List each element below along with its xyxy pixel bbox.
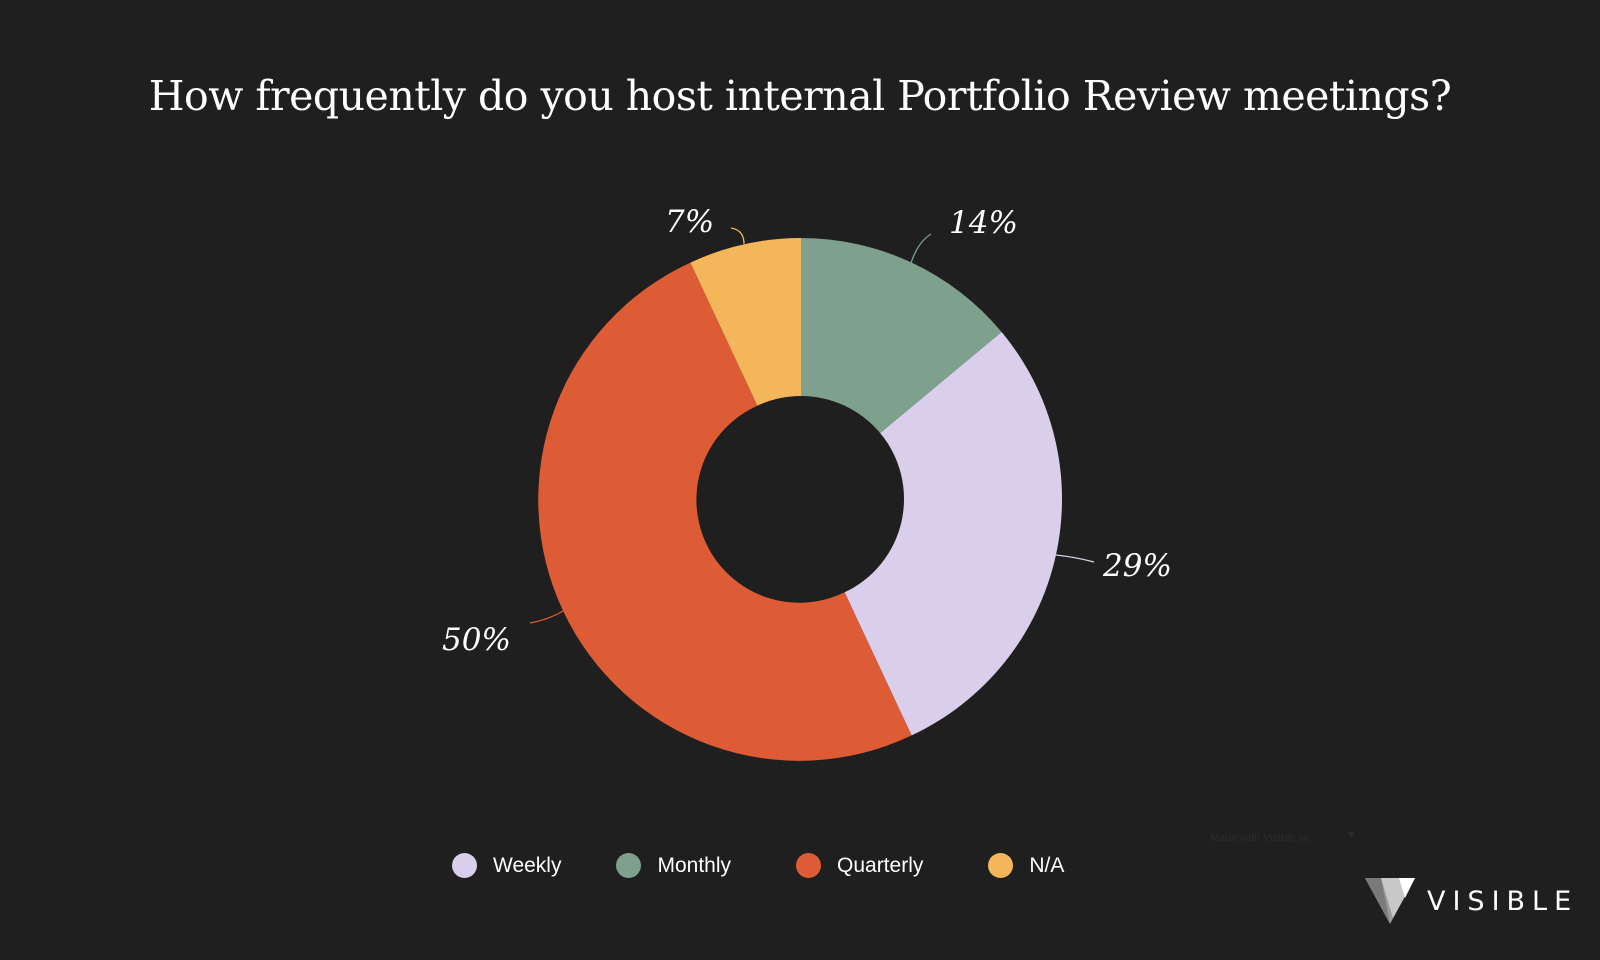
- caret-down-icon[interactable]: ▼: [1346, 830, 1356, 841]
- slice-weekly[interactable]: [844, 332, 1063, 736]
- chart-title: How frequently do you host internal Port…: [148, 72, 1452, 120]
- slice-monthly[interactable]: [801, 238, 1002, 434]
- leader-line-monthly: [910, 233, 932, 264]
- label-na: 7%: [665, 204, 714, 240]
- leader-line-quarterly: [529, 609, 566, 624]
- legend-label: Quarterly: [837, 853, 924, 877]
- label-monthly: 14%: [949, 205, 1018, 241]
- legend-label: N/A: [1029, 853, 1065, 877]
- legend-dot-icon: [796, 853, 821, 878]
- legend-dot-icon: [616, 853, 642, 878]
- label-weekly: 29%: [1102, 548, 1172, 584]
- visible-logo-icon: [1365, 878, 1415, 924]
- legend-dot-icon: [452, 853, 477, 878]
- legend-dot-icon: [988, 853, 1014, 878]
- leader-line-na: [730, 227, 745, 245]
- slice-na[interactable]: [690, 238, 801, 406]
- visible-logo: VISIBLE: [1365, 878, 1578, 924]
- watermark[interactable]: Made with Visible.vc: [1210, 832, 1310, 844]
- legend-label: Monthly: [657, 853, 731, 877]
- chart-legend: Weekly Monthly Quarterly N/A: [452, 853, 1119, 878]
- legend-item-quarterly[interactable]: Quarterly: [796, 853, 923, 878]
- legend-item-weekly[interactable]: Weekly: [452, 853, 561, 878]
- legend-label: Weekly: [493, 853, 562, 877]
- legend-item-na[interactable]: N/A: [988, 853, 1064, 878]
- label-quarterly: 50%: [442, 622, 511, 658]
- logo-text: VISIBLE: [1427, 885, 1579, 917]
- slice-quarterly[interactable]: [538, 262, 912, 761]
- leader-line-weekly: [1055, 554, 1095, 563]
- legend-item-monthly[interactable]: Monthly: [616, 853, 731, 878]
